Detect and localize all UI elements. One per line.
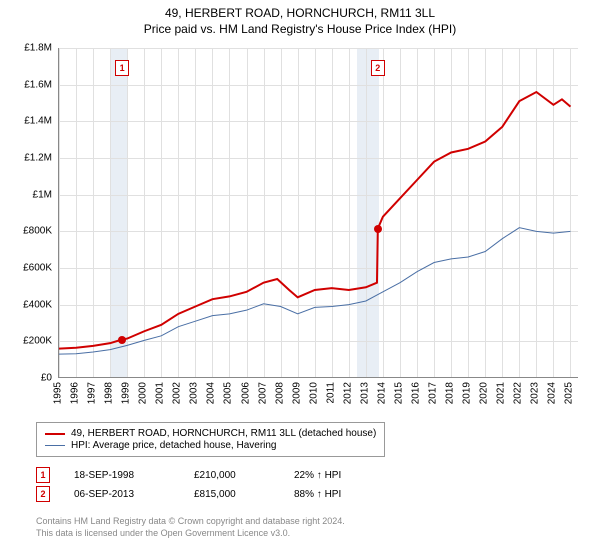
- footer-line: This data is licensed under the Open Gov…: [36, 528, 345, 540]
- x-axis-label: 2001: [155, 382, 166, 404]
- footer-line: Contains HM Land Registry data © Crown c…: [36, 516, 345, 528]
- chart-container: 49, HERBERT ROAD, HORNCHURCH, RM11 3LL P…: [0, 0, 600, 560]
- footer-attribution: Contains HM Land Registry data © Crown c…: [36, 516, 345, 539]
- x-axis-label: 2002: [172, 382, 183, 404]
- x-axis-label: 2025: [564, 382, 575, 404]
- y-axis-label: £800K: [23, 226, 52, 237]
- x-axis-label: 2010: [308, 382, 319, 404]
- y-axis-label: £1M: [33, 189, 52, 200]
- x-axis-label: 2018: [445, 382, 456, 404]
- sales-table: 1 18-SEP-1998£210,00022% ↑ HPI 2 06-SEP-201…: [36, 464, 394, 505]
- x-axis-label: 1999: [121, 382, 132, 404]
- x-axis-label: 2024: [547, 382, 558, 404]
- x-axis-label: 2012: [342, 382, 353, 404]
- y-axis-label: £200K: [23, 336, 52, 347]
- x-axis-label: 2021: [496, 382, 507, 404]
- x-axis-label: 1997: [87, 382, 98, 404]
- y-axis-label: £400K: [23, 299, 52, 310]
- sale-hpi-delta: 22% ↑ HPI: [294, 470, 394, 481]
- y-axis-label: £1.8M: [24, 43, 52, 54]
- y-axis-label: £1.4M: [24, 116, 52, 127]
- sale-marker: 2: [36, 486, 50, 502]
- y-axis-label: £600K: [23, 263, 52, 274]
- x-axis-label: 2006: [240, 382, 251, 404]
- x-axis-label: 2005: [223, 382, 234, 404]
- sale-point: [118, 336, 126, 344]
- chart-lines: [59, 48, 579, 378]
- x-axis-label: 2014: [376, 382, 387, 404]
- title-block: 49, HERBERT ROAD, HORNCHURCH, RM11 3LL P…: [0, 0, 600, 36]
- sale-row: 1 18-SEP-1998£210,00022% ↑ HPI: [36, 467, 394, 483]
- sale-price: £815,000: [194, 489, 294, 500]
- legend-swatch: [45, 445, 65, 446]
- series-price_paid: [59, 92, 570, 349]
- sale-hpi-delta: 88% ↑ HPI: [294, 489, 394, 500]
- callout-marker: 1: [115, 60, 129, 76]
- sale-marker: 1: [36, 467, 50, 483]
- legend-label: 49, HERBERT ROAD, HORNCHURCH, RM11 3LL (…: [71, 428, 376, 439]
- callout-marker: 2: [371, 60, 385, 76]
- y-axis-label: £1.6M: [24, 79, 52, 90]
- y-axis-label: £1.2M: [24, 153, 52, 164]
- x-axis-label: 1995: [53, 382, 64, 404]
- chart-title: 49, HERBERT ROAD, HORNCHURCH, RM11 3LL: [0, 6, 600, 20]
- legend-swatch: [45, 433, 65, 435]
- x-axis-label: 2019: [462, 382, 473, 404]
- x-axis-label: 2009: [291, 382, 302, 404]
- chart-area: 12 £0£200K£400K£600K£800K£1M£1.2M£1.4M£1…: [58, 48, 578, 378]
- x-axis-label: 2003: [189, 382, 200, 404]
- legend-label: HPI: Average price, detached house, Have…: [71, 440, 277, 451]
- x-axis-label: 2000: [138, 382, 149, 404]
- x-axis-label: 2020: [479, 382, 490, 404]
- x-axis-label: 2015: [393, 382, 404, 404]
- y-axis-label: £0: [41, 373, 52, 384]
- legend: 49, HERBERT ROAD, HORNCHURCH, RM11 3LL (…: [36, 422, 385, 457]
- sale-point: [374, 225, 382, 233]
- x-axis-label: 1996: [70, 382, 81, 404]
- chart-subtitle: Price paid vs. HM Land Registry's House …: [0, 22, 600, 36]
- x-axis-label: 2023: [530, 382, 541, 404]
- x-axis-label: 2022: [513, 382, 524, 404]
- sale-date: 18-SEP-1998: [74, 470, 194, 481]
- legend-row: HPI: Average price, detached house, Have…: [45, 440, 376, 451]
- x-axis-label: 2013: [359, 382, 370, 404]
- x-axis-label: 2017: [428, 382, 439, 404]
- x-axis-label: 2004: [206, 382, 217, 404]
- x-axis-label: 1998: [104, 382, 115, 404]
- x-axis-label: 2008: [274, 382, 285, 404]
- sale-date: 06-SEP-2013: [74, 489, 194, 500]
- x-axis-label: 2007: [257, 382, 268, 404]
- sale-row: 2 06-SEP-2013£815,00088% ↑ HPI: [36, 486, 394, 502]
- legend-row: 49, HERBERT ROAD, HORNCHURCH, RM11 3LL (…: [45, 428, 376, 439]
- x-axis-label: 2011: [325, 382, 336, 404]
- sale-price: £210,000: [194, 470, 294, 481]
- plot-area: 12: [58, 48, 578, 378]
- x-axis-label: 2016: [411, 382, 422, 404]
